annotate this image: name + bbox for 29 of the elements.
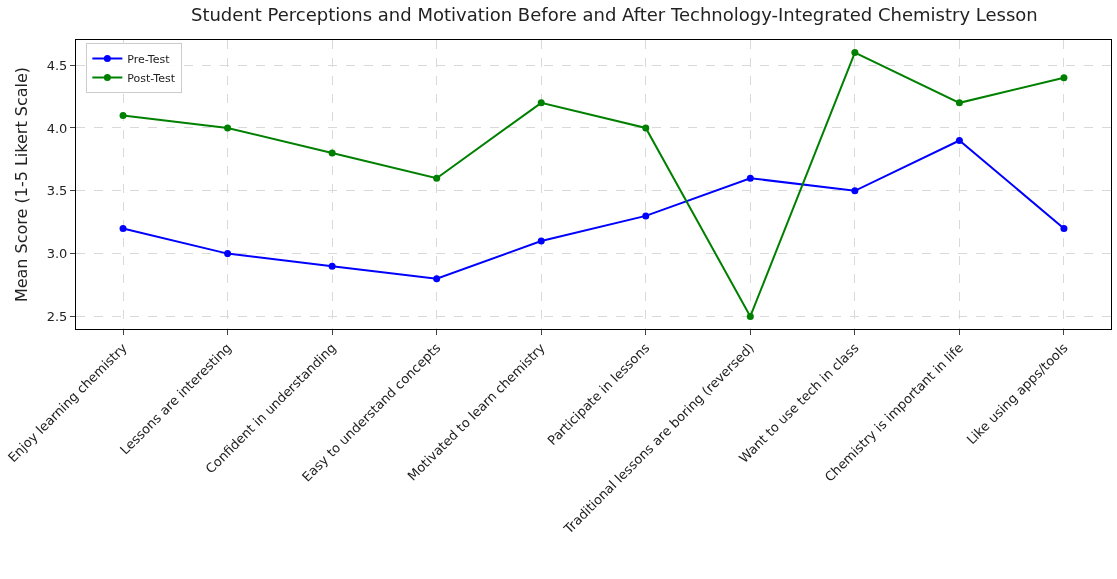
y-axis-title: Mean Score (1-5 Likert Scale) (11, 66, 31, 303)
point (642, 124, 650, 132)
point (328, 149, 336, 157)
point (851, 187, 859, 195)
legend-label: Post-Test (127, 71, 176, 85)
y-tick-label: 4.5 (46, 57, 68, 73)
chart-title: Student Perceptions and Motivation Before and After Technology-Integrated Chemistry Lesson (190, 4, 1038, 26)
point (642, 212, 650, 220)
point (537, 99, 545, 107)
point (955, 137, 963, 145)
point (119, 111, 127, 119)
y-tick-label: 3.0 (46, 246, 68, 262)
y-tick-label: 4.0 (46, 120, 68, 136)
point (328, 262, 336, 270)
point (1060, 224, 1068, 232)
point (851, 49, 859, 57)
point (746, 174, 754, 182)
point (433, 174, 441, 182)
point (1060, 74, 1068, 82)
point (224, 250, 232, 258)
point (746, 312, 754, 320)
point (224, 124, 232, 132)
legend-label: Pre-Test (127, 52, 171, 66)
point (537, 237, 545, 245)
y-tick-label: 3.5 (46, 183, 68, 199)
y-tick-label: 2.5 (46, 308, 68, 324)
point (955, 99, 963, 107)
point (119, 224, 127, 232)
point (433, 275, 441, 283)
